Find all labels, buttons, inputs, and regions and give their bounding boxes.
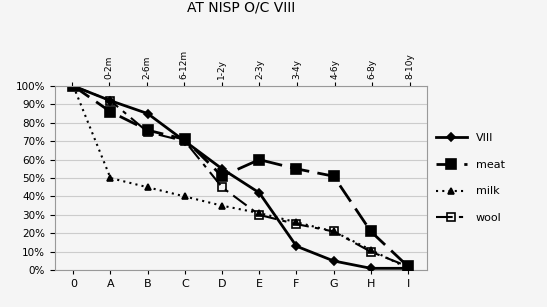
milk	[219, 204, 225, 208]
meat	[144, 128, 151, 132]
Line: meat: meat	[68, 81, 413, 271]
wool	[368, 250, 374, 254]
VIII	[330, 259, 337, 263]
meat	[219, 174, 225, 178]
wool	[182, 139, 188, 143]
meat	[256, 158, 263, 161]
milk	[405, 266, 411, 270]
milk	[182, 195, 188, 198]
wool	[293, 222, 300, 226]
wool	[70, 84, 77, 88]
meat	[70, 84, 77, 88]
meat	[107, 110, 114, 114]
VIII	[219, 167, 225, 171]
VIII	[144, 112, 151, 115]
VIII	[70, 84, 77, 88]
wool	[144, 130, 151, 134]
VIII	[293, 244, 300, 248]
Title: AT NISP O/C VIII: AT NISP O/C VIII	[187, 0, 295, 14]
Line: wool: wool	[69, 82, 412, 271]
Line: VIII: VIII	[71, 83, 411, 271]
wool	[405, 265, 411, 268]
Legend: VIII, meat, milk, wool: VIII, meat, milk, wool	[436, 133, 505, 223]
VIII	[368, 266, 374, 270]
meat	[330, 174, 337, 178]
meat	[182, 138, 188, 141]
milk	[256, 211, 263, 215]
meat	[293, 167, 300, 171]
wool	[219, 185, 225, 189]
Line: milk: milk	[70, 83, 411, 272]
wool	[256, 213, 263, 217]
milk	[107, 176, 114, 180]
VIII	[107, 99, 114, 103]
milk	[293, 220, 300, 224]
milk	[368, 248, 374, 252]
VIII	[405, 266, 411, 270]
meat	[405, 265, 411, 268]
milk	[144, 185, 151, 189]
milk	[330, 230, 337, 233]
wool	[330, 230, 337, 233]
milk	[70, 84, 77, 88]
wool	[107, 99, 114, 103]
VIII	[182, 139, 188, 143]
meat	[368, 230, 374, 233]
VIII	[256, 191, 263, 195]
